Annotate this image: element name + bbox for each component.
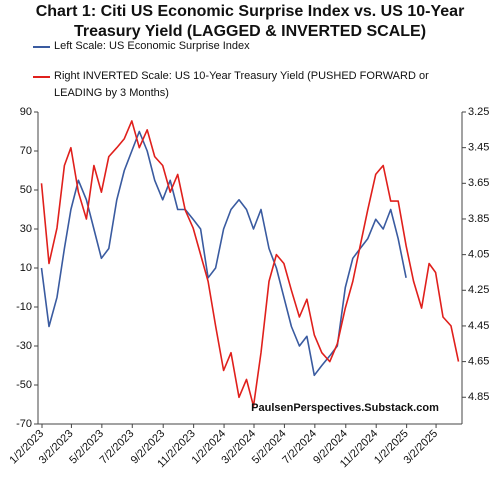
y-tick-label: -30 bbox=[16, 340, 32, 352]
y-tick-label: -50 bbox=[16, 379, 32, 391]
series-line bbox=[40, 120, 460, 407]
y-tick-label: -10 bbox=[16, 301, 32, 313]
y-tick-label: 10 bbox=[20, 262, 32, 274]
y2-tick-label: 3.65 bbox=[468, 177, 489, 189]
series-line bbox=[40, 130, 407, 377]
y2-tick-label: 4.65 bbox=[468, 356, 489, 368]
y-tick-label: -70 bbox=[16, 418, 32, 430]
annotation: PaulsenPerspectives.Substack.com bbox=[251, 402, 439, 414]
legend-swatch bbox=[33, 76, 50, 78]
y2-tick-label: 4.45 bbox=[468, 320, 489, 332]
legend-label: Right INVERTED Scale: US 10-Year Treasur… bbox=[54, 70, 429, 99]
legend-swatch bbox=[33, 46, 50, 48]
y2-tick-label: 4.85 bbox=[468, 391, 489, 403]
y2-tick-label: 3.25 bbox=[468, 106, 489, 118]
chart-title: Chart 1: Citi US Economic Surprise Index… bbox=[35, 3, 465, 40]
y2-tick-label: 4.25 bbox=[468, 284, 489, 296]
y-tick-label: 30 bbox=[20, 223, 32, 235]
y-tick-label: 70 bbox=[20, 145, 32, 157]
y2-tick-label: 4.05 bbox=[468, 249, 489, 261]
y2-tick-label: 3.85 bbox=[468, 213, 489, 225]
legend-label: Left Scale: US Economic Surprise Index bbox=[54, 40, 250, 52]
y-tick-label: 50 bbox=[20, 184, 32, 196]
y2-tick-label: 3.45 bbox=[468, 142, 489, 154]
y-tick-label: 90 bbox=[20, 106, 32, 118]
